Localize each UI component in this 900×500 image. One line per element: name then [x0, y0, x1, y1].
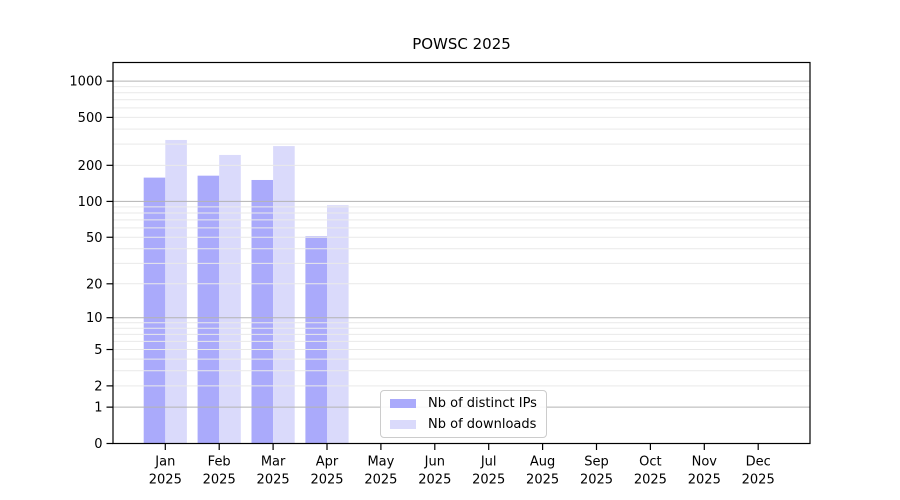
bar-distinct-ips-feb — [197, 175, 220, 444]
legend: Nb of distinct IPs Nb of downloads — [380, 390, 547, 438]
legend-swatch-distinct-ips — [390, 399, 416, 409]
x-tick-label-feb: Feb — [208, 455, 231, 470]
x-tick-year-mar: 2025 — [257, 473, 290, 488]
y-tick-label-10: 10 — [86, 311, 103, 326]
bar-downloads-mar — [273, 146, 295, 444]
x-tick-label-jan: Jan — [154, 455, 175, 470]
y-tick-label-20: 20 — [86, 277, 103, 292]
x-tick-year-jun: 2025 — [418, 473, 451, 488]
x-tick-year-apr: 2025 — [310, 473, 343, 488]
x-tick-year-aug: 2025 — [526, 473, 559, 488]
x-tick-year-nov: 2025 — [688, 473, 721, 488]
x-tick-year-jan: 2025 — [149, 473, 182, 488]
x-tick-label-nov: Nov — [692, 455, 718, 470]
x-tick-label-oct: Oct — [639, 455, 661, 470]
x-tick-label-aug: Aug — [530, 455, 555, 470]
legend-swatch-downloads — [390, 419, 416, 429]
legend-label-distinct-ips: Nb of distinct IPs — [428, 395, 537, 411]
bar-distinct-ips-jan — [143, 177, 166, 444]
legend-label-downloads: Nb of downloads — [428, 416, 537, 432]
legend-item-downloads: Nb of downloads — [390, 417, 537, 433]
y-tick-label-0: 0 — [94, 437, 102, 452]
y-tick-label-200: 200 — [78, 159, 103, 174]
x-tick-label-apr: Apr — [316, 455, 339, 470]
chart-title: POWSC 2025 — [412, 35, 511, 53]
bar-distinct-ips-mar — [251, 179, 274, 444]
bar-downloads-feb — [219, 154, 241, 444]
x-tick-label-sep: Sep — [584, 455, 609, 470]
y-tick-label-500: 500 — [78, 111, 103, 126]
x-tick-label-may: May — [367, 455, 394, 470]
y-tick-label-2: 2 — [94, 379, 102, 394]
x-tick-year-dec: 2025 — [742, 473, 775, 488]
x-tick-year-may: 2025 — [364, 473, 397, 488]
x-tick-label-jun: Jun — [424, 455, 445, 470]
y-tick-label-5: 5 — [94, 343, 102, 358]
x-tick-year-sep: 2025 — [580, 473, 613, 488]
bar-downloads-jan — [165, 139, 187, 444]
x-tick-label-jul: Jul — [480, 455, 497, 470]
y-tick-label-1: 1 — [94, 401, 102, 416]
x-tick-year-feb: 2025 — [203, 473, 236, 488]
x-tick-year-oct: 2025 — [634, 473, 667, 488]
y-tick-label-50: 50 — [86, 231, 103, 246]
y-tick-label-1000: 1000 — [69, 75, 102, 90]
legend-item-distinct-ips: Nb of distinct IPs — [390, 396, 537, 412]
bar-distinct-ips-apr — [305, 236, 327, 444]
bar-downloads-apr — [327, 205, 349, 444]
x-tick-year-jul: 2025 — [472, 473, 505, 488]
x-tick-label-dec: Dec — [746, 455, 771, 470]
y-tick-label-100: 100 — [78, 195, 103, 210]
plot-border — [112, 61, 811, 445]
x-tick-label-mar: Mar — [261, 455, 286, 470]
